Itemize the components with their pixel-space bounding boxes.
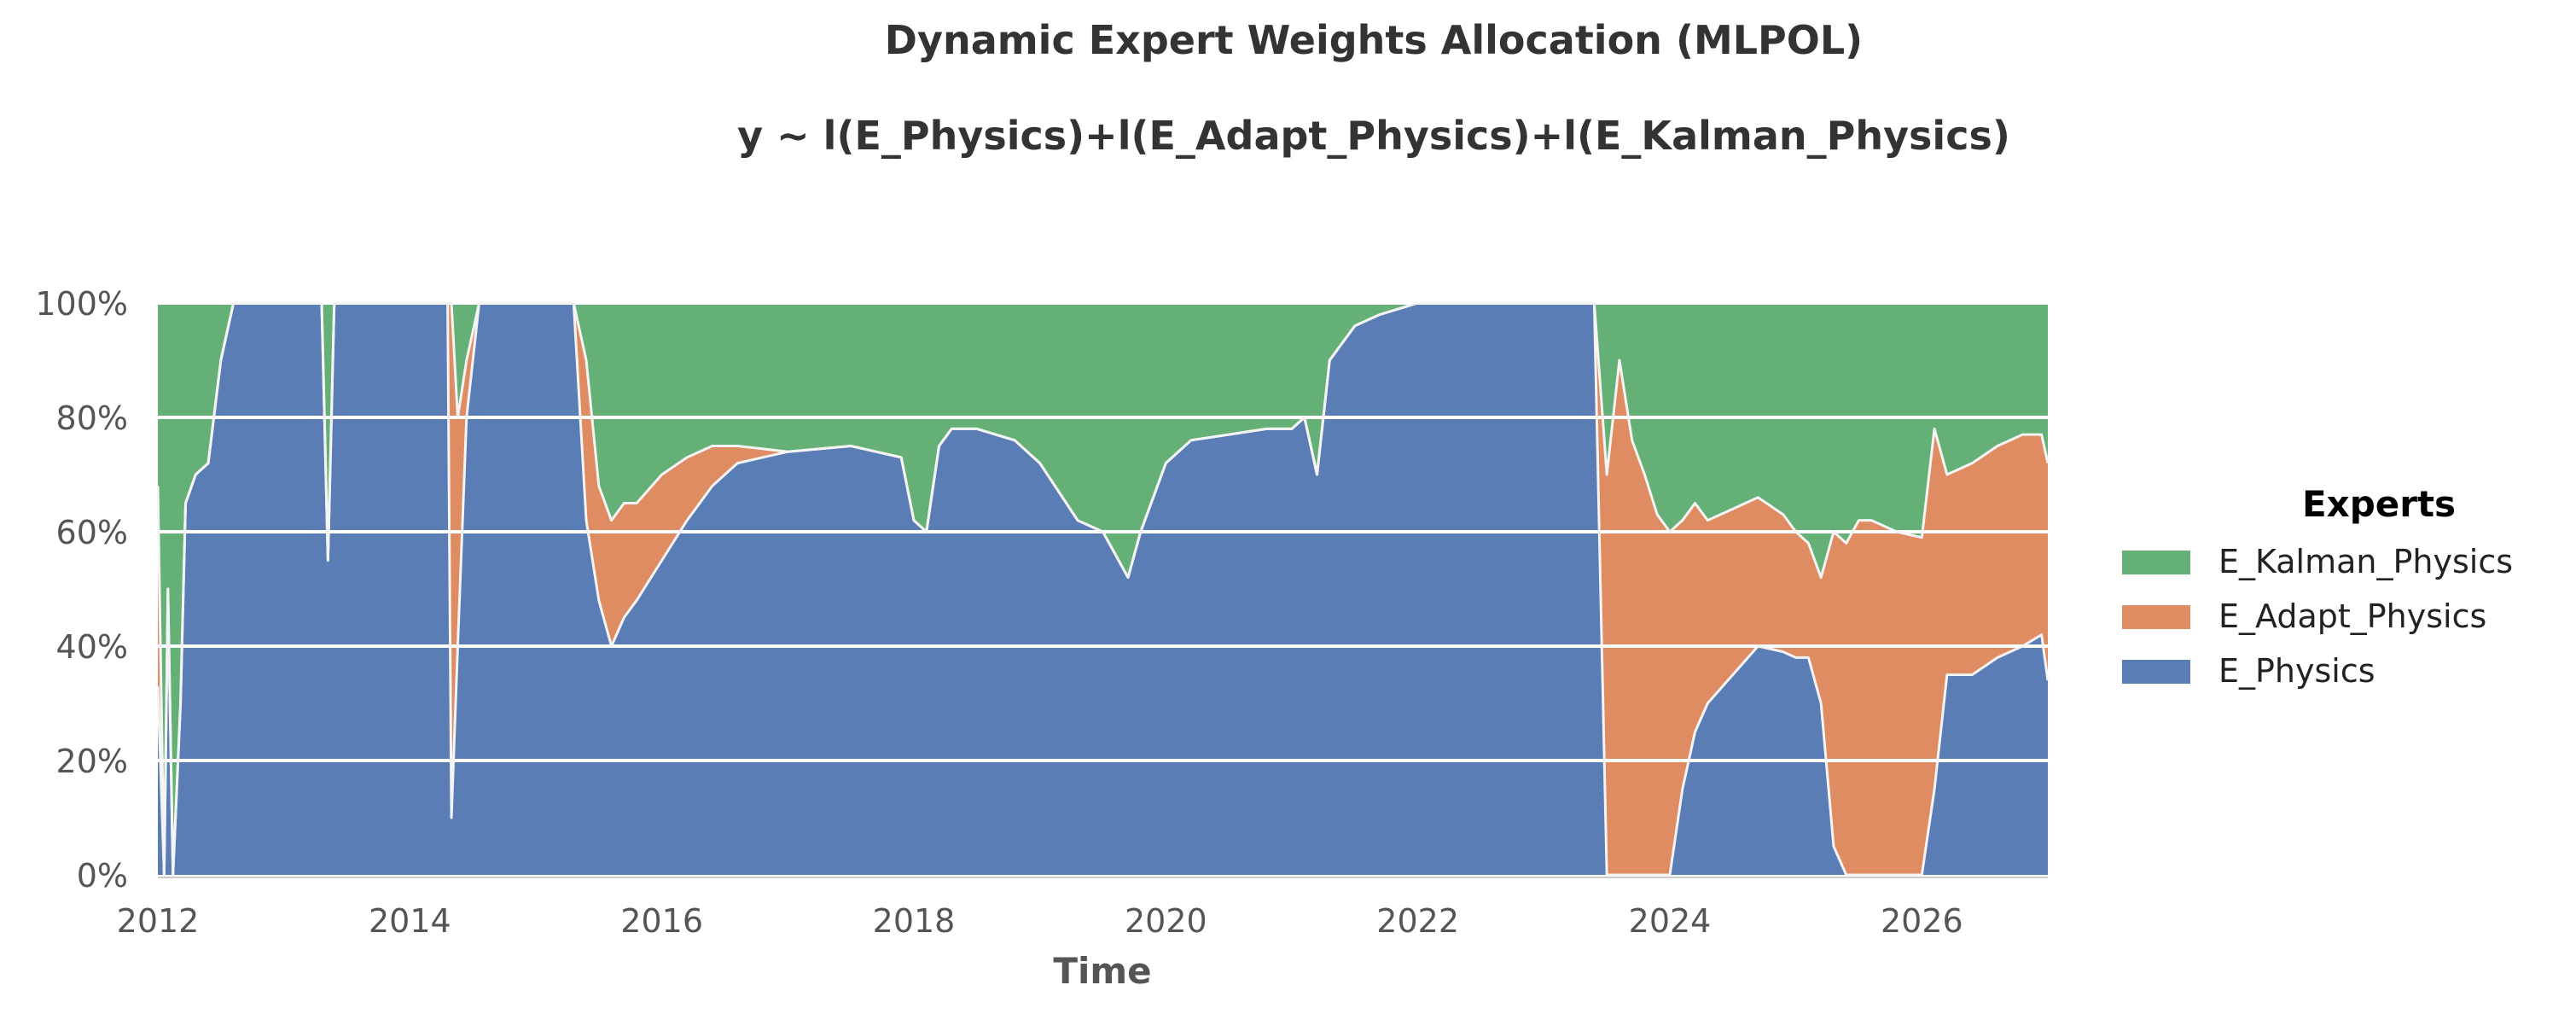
y-tick-label: 100% bbox=[35, 285, 128, 323]
chart-subtitle: y ~ l(E_Physics)+l(E_Adapt_Physics)+l(E_… bbox=[737, 113, 2010, 159]
legend-title: Experts bbox=[2302, 483, 2456, 525]
boundary-e-adapt-physics bbox=[156, 301, 2050, 877]
legend: Experts E_Kalman_Physics E_Adapt_Physics E… bbox=[2122, 483, 2513, 690]
y-tick-label: 80% bbox=[56, 399, 128, 437]
y-tick-label: 60% bbox=[56, 514, 128, 551]
legend-swatch bbox=[2122, 605, 2190, 629]
chart-title: Dynamic Expert Weights Allocation (MLPOL… bbox=[885, 17, 1863, 63]
legend-entry-label: E_Physics bbox=[2218, 652, 2375, 690]
x-tick-label: 2014 bbox=[369, 902, 451, 940]
y-tick-label: 0% bbox=[77, 857, 128, 895]
legend-swatch bbox=[2122, 660, 2190, 684]
area-e-kalman-physics bbox=[158, 303, 2048, 875]
x-axis: 2012 2014 2016 2018 2020 2022 2024 2026 bbox=[117, 902, 1963, 940]
area-e-adapt-physics bbox=[158, 303, 2048, 875]
y-tick-label: 20% bbox=[56, 743, 128, 780]
x-tick-label: 2018 bbox=[873, 902, 956, 940]
x-tick-label: 2016 bbox=[620, 902, 703, 940]
legend-entry-label: E_Kalman_Physics bbox=[2218, 543, 2513, 580]
y-axis: 0% 20% 40% 60% 80% 100% bbox=[35, 285, 128, 895]
gridlines bbox=[158, 301, 2048, 762]
y-tick-label: 40% bbox=[56, 628, 128, 666]
x-axis-label: Time bbox=[1053, 950, 1151, 992]
plot-area bbox=[158, 303, 2048, 875]
legend-entry-label: E_Adapt_Physics bbox=[2218, 597, 2486, 635]
x-tick-label: 2026 bbox=[1881, 902, 1963, 940]
legend-swatch bbox=[2122, 551, 2190, 574]
x-tick-label: 2024 bbox=[1629, 902, 1712, 940]
x-tick-label: 2022 bbox=[1376, 902, 1459, 940]
area-e-physics bbox=[158, 303, 2048, 875]
series-boundary-lines bbox=[156, 301, 2050, 877]
x-tick-label: 2012 bbox=[117, 902, 200, 940]
x-tick-label: 2020 bbox=[1125, 902, 1207, 940]
